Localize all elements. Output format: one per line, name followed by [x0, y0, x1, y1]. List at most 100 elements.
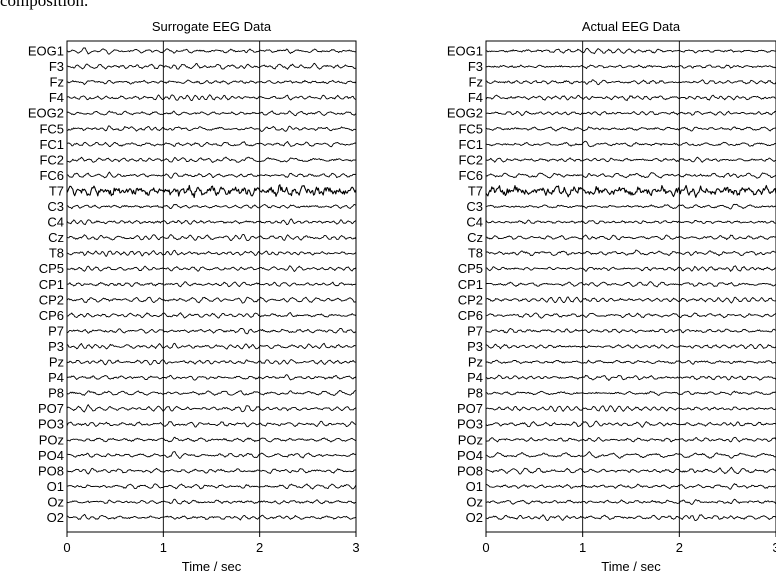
eeg-trace — [485, 172, 776, 179]
eeg-trace — [485, 405, 776, 413]
eeg-trace — [66, 62, 357, 70]
eeg-trace — [66, 203, 357, 210]
eeg-trace — [485, 94, 776, 102]
eeg-trace — [66, 265, 357, 272]
eeg-trace — [66, 171, 357, 179]
channel-label: O1 — [47, 479, 64, 494]
eeg-trace — [485, 184, 776, 198]
eeg-trace — [485, 483, 776, 490]
eeg-trace — [66, 498, 357, 505]
channel-label: Pz — [49, 355, 64, 370]
eeg-trace — [66, 184, 357, 199]
channel-label: EOG2 — [28, 106, 64, 121]
channel-label: F4 — [468, 90, 483, 105]
channel-label: CP5 — [39, 261, 64, 276]
eeg-trace — [66, 359, 357, 366]
channel-label: EOG1 — [447, 44, 483, 59]
channel-label: EOG2 — [447, 106, 483, 121]
channel-label: CP6 — [458, 308, 483, 323]
eeg-trace — [485, 234, 776, 241]
eeg-trace — [485, 296, 776, 304]
eeg-trace — [485, 140, 776, 148]
eeg-trace — [66, 513, 357, 521]
x-tick-label: 1 — [160, 540, 167, 555]
channel-label: PO4 — [457, 448, 483, 463]
x-axis-label: Time / sec — [601, 559, 661, 574]
x-tick-label: 2 — [676, 540, 683, 555]
eeg-trace — [66, 296, 357, 304]
channel-label: P8 — [467, 386, 483, 401]
channel-label: FC6 — [458, 168, 483, 183]
eeg-trace — [485, 203, 776, 210]
channel-label: FC5 — [458, 121, 483, 136]
channel-label: P4 — [467, 370, 483, 385]
channel-label: T7 — [49, 183, 64, 198]
channel-label: Oz — [47, 494, 64, 509]
channel-label: C4 — [47, 215, 64, 230]
eeg-trace — [66, 467, 357, 475]
eeg-trace — [66, 451, 357, 459]
eeg-trace — [66, 233, 357, 242]
eeg-trace — [66, 483, 357, 490]
eeg-trace — [66, 47, 357, 55]
eeg-trace — [485, 436, 776, 443]
channel-label: CP2 — [458, 292, 483, 307]
channel-label: P7 — [467, 323, 483, 338]
eeg-trace — [485, 281, 776, 288]
channel-label: POz — [458, 432, 483, 447]
plot-frame — [485, 40, 776, 533]
channel-label: Pz — [468, 355, 483, 370]
eeg-trace — [485, 265, 776, 272]
channel-label: Oz — [466, 494, 483, 509]
eeg-trace — [485, 390, 776, 396]
eeg-trace — [66, 404, 357, 413]
channel-label: F3 — [468, 59, 483, 74]
channel-label: CP5 — [458, 261, 483, 276]
channel-label: CP6 — [39, 308, 64, 323]
channel-label: FC2 — [39, 152, 64, 167]
channel-label: CP1 — [458, 277, 483, 292]
caption-fragment: composition. — [0, 0, 89, 10]
plot-frame — [66, 40, 357, 533]
eeg-trace — [485, 359, 776, 365]
eeg-trace — [485, 420, 776, 428]
channel-label: PO8 — [38, 463, 64, 478]
channel-label: T8 — [468, 246, 483, 261]
x-tick-label: 2 — [256, 540, 263, 555]
eeg-trace — [66, 312, 357, 319]
eeg-trace — [485, 64, 776, 70]
eeg-trace — [485, 327, 776, 334]
chart-title: Actual EEG Data — [582, 19, 681, 34]
eeg-trace — [66, 110, 357, 117]
channel-label: PO3 — [457, 417, 483, 432]
channel-label: PO3 — [38, 417, 64, 432]
eeg-trace — [485, 156, 776, 163]
eeg-trace — [485, 312, 776, 319]
x-tick-label: 0 — [63, 540, 70, 555]
eeg-trace — [66, 218, 357, 226]
eeg-trace — [485, 374, 776, 381]
channel-label: P3 — [48, 339, 64, 354]
channel-label: C3 — [47, 199, 64, 214]
channel-label: O2 — [466, 510, 483, 525]
eeg-trace — [66, 420, 357, 428]
eeg-trace — [67, 79, 357, 86]
eeg-trace — [485, 514, 776, 522]
channel-label: PO7 — [457, 401, 483, 416]
eeg-trace — [485, 466, 776, 475]
eeg-trace — [66, 156, 357, 163]
eeg-trace — [67, 281, 357, 288]
channel-label: PO4 — [38, 448, 64, 463]
channel-label: PO8 — [457, 463, 483, 478]
eeg-trace — [66, 141, 357, 148]
channel-label: P8 — [48, 386, 64, 401]
eeg-trace — [485, 451, 776, 459]
channel-label: O1 — [466, 479, 483, 494]
channel-label: P4 — [48, 370, 64, 385]
x-tick-label: 3 — [352, 540, 359, 555]
channel-label: Cz — [48, 230, 64, 245]
eeg-trace — [486, 249, 776, 257]
eeg-trace — [67, 125, 357, 132]
channel-label: FC2 — [458, 152, 483, 167]
channel-label: FC5 — [39, 121, 64, 136]
